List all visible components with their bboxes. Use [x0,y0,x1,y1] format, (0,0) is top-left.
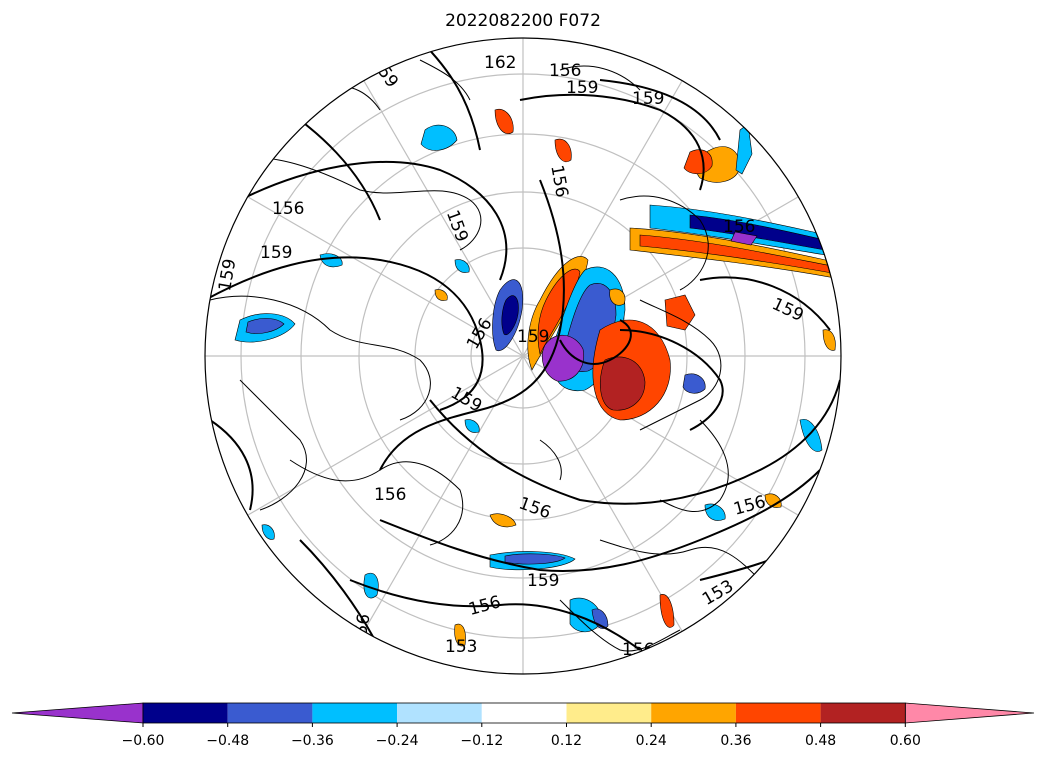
colorbar-swatch [820,703,906,723]
colorbar-swatch [312,703,398,723]
contour-label: 159 [566,78,598,98]
colorbar-tick-label: 0.60 [890,733,921,749]
colorbar-tick-label: 0.36 [720,733,751,749]
colorbar-extend-low [11,702,144,724]
colorbar-swatch [566,703,652,723]
colorbar-tick-label: −0.12 [460,733,503,749]
contour-label: 153 [445,637,477,657]
colorbar-tick-label: 0.24 [636,733,667,749]
contour-label: 159 [260,243,292,263]
map-boundary [204,37,842,675]
colorbar-tick-label: −0.60 [122,733,165,749]
contour-label: 159 [517,327,549,347]
colorbar-swatch [397,703,482,723]
colorbar-tick-label: −0.24 [376,733,419,749]
contour-label: 162 [484,53,516,73]
colorbar-swatch [735,703,821,723]
colorbar-swatch [143,703,228,723]
colorbar-extend-high [904,702,1035,724]
contour-label: 159 [527,571,559,591]
map-disc: 159 162 156 159 159 156 159 156 159 159 … [205,38,841,674]
colorbar-frame [142,702,906,724]
contour-label: 159 [632,89,664,109]
colorbar-swatch [481,703,567,723]
shaded-field [234,108,836,647]
colorbar-tick-label: 0.12 [551,733,582,749]
contour-label: 156 [549,61,581,81]
map-title: 2022082200 F072 [445,11,601,31]
colorbar-swatch [227,703,313,723]
colorbar: −0.60 −0.48 −0.36 −0.24 −0.12 0.12 0.24 0.36 0.4… [11,702,1035,749]
colorbar-tick-label: 0.48 [805,733,836,749]
contour-label: 156 [374,485,406,505]
contour-label: 156 [272,199,304,219]
contour-label: 156 [723,217,755,237]
colorbar-tick-label: −0.36 [291,733,334,749]
colorbar-tick-label: −0.48 [206,733,249,749]
colorbar-swatch [651,703,736,723]
